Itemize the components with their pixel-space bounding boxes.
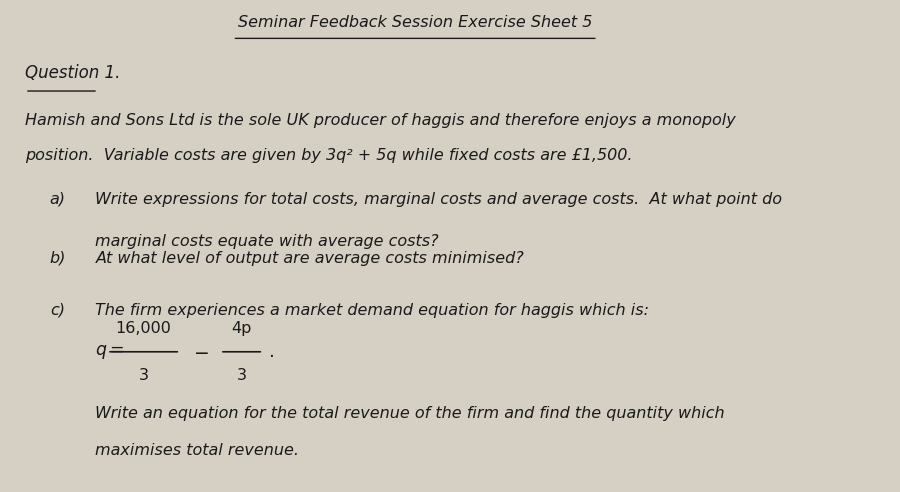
Text: Hamish and Sons Ltd is the sole UK producer of haggis and therefore enjoys a mon: Hamish and Sons Ltd is the sole UK produ… bbox=[25, 113, 735, 128]
Text: $q=$: $q=$ bbox=[95, 343, 124, 361]
Text: Seminar Feedback Session Exercise Sheet 5: Seminar Feedback Session Exercise Sheet … bbox=[238, 15, 592, 30]
Text: $-$: $-$ bbox=[194, 342, 209, 361]
Text: At what level of output are average costs minimised?: At what level of output are average cost… bbox=[95, 251, 524, 266]
Text: Write expressions for total costs, marginal costs and average costs.  At what po: Write expressions for total costs, margi… bbox=[95, 192, 782, 207]
Text: maximises total revenue.: maximises total revenue. bbox=[95, 443, 300, 458]
Text: 4p: 4p bbox=[231, 321, 252, 336]
Text: The firm experiences a market demand equation for haggis which is:: The firm experiences a market demand equ… bbox=[95, 303, 650, 317]
Text: 16,000: 16,000 bbox=[116, 321, 172, 336]
Text: 3: 3 bbox=[139, 368, 148, 382]
Text: b): b) bbox=[50, 251, 67, 266]
Text: a): a) bbox=[50, 192, 66, 207]
Text: Write an equation for the total revenue of the firm and find the quantity which: Write an equation for the total revenue … bbox=[95, 406, 725, 421]
Text: position.  Variable costs are given by 3q² + 5q while fixed costs are £1,500.: position. Variable costs are given by 3q… bbox=[25, 148, 633, 162]
Text: c): c) bbox=[50, 303, 65, 317]
Text: .: . bbox=[269, 342, 274, 361]
Text: 3: 3 bbox=[237, 368, 247, 382]
Text: marginal costs equate with average costs?: marginal costs equate with average costs… bbox=[95, 234, 439, 248]
Text: Question 1.: Question 1. bbox=[25, 64, 121, 82]
